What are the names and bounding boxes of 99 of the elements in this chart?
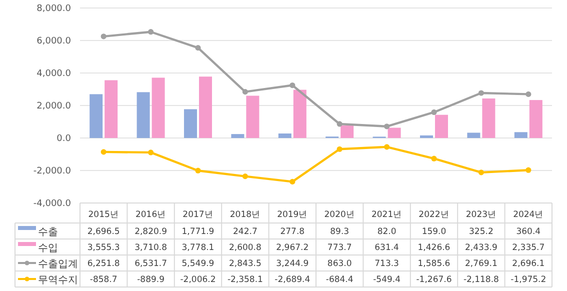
y-tick-label: 8,000.0 [36, 4, 72, 14]
bar [104, 80, 118, 138]
data-label: -889.9 [137, 275, 165, 285]
data-label: 2,843.5 [228, 259, 262, 269]
bar [90, 94, 103, 138]
data-label: 2,696.1 [512, 259, 545, 269]
point [336, 121, 342, 127]
bar [184, 109, 197, 138]
x-tick-label: 2015년 [88, 210, 119, 220]
bar [136, 92, 150, 138]
y-tick-label: 2,000.0 [36, 102, 72, 112]
data-label: 2,600.8 [228, 243, 262, 253]
data-label: -2,689.4 [274, 275, 310, 285]
bar [199, 76, 212, 138]
point [242, 174, 248, 180]
x-tick-label: 2017년 [182, 210, 214, 220]
x-tick-label: 2024년 [513, 210, 544, 220]
x-tick-label: 2016년 [135, 210, 166, 220]
x-tick-label: 2021년 [371, 210, 402, 220]
point [384, 124, 390, 130]
point [431, 156, 437, 162]
point [290, 82, 296, 88]
data-label: -1,975.2 [510, 275, 546, 285]
point [100, 34, 106, 40]
data-label: 863.0 [327, 259, 352, 269]
point [100, 149, 106, 155]
legend-label: 수입 [38, 243, 58, 254]
data-label: 2,696.5 [87, 227, 120, 237]
legend-label: 수출입계 [38, 259, 78, 270]
data-label: 3,710.8 [134, 243, 168, 253]
x-tick-label: 2022년 [418, 210, 450, 220]
data-label: 1,771.9 [182, 227, 214, 237]
point [148, 150, 154, 156]
y-tick-label: 4,000.0 [36, 69, 72, 79]
x-tick-label: 2023년 [466, 210, 497, 220]
data-label: 1,585.6 [418, 259, 450, 269]
data-label: -549.4 [373, 275, 401, 285]
bar [420, 135, 433, 138]
bar [529, 100, 542, 138]
point [478, 90, 484, 96]
data-label: 1,426.6 [418, 243, 450, 253]
y-tick-label: -2,000.0 [33, 166, 72, 176]
data-label: -2,118.8 [463, 275, 499, 285]
data-label: 159.0 [422, 227, 446, 237]
data-label: 3,555.3 [87, 243, 120, 253]
bar [388, 128, 401, 138]
point [195, 45, 201, 51]
data-label: 6,251.8 [87, 259, 120, 269]
data-label: 82.0 [377, 227, 396, 237]
point [478, 170, 484, 176]
point [431, 109, 437, 116]
legend-label: 무역수지 [38, 275, 78, 286]
x-tick-label: 2019년 [277, 210, 308, 220]
point [195, 168, 201, 174]
bar [231, 134, 244, 138]
data-label: 2,335.7 [512, 243, 545, 253]
bar [482, 98, 496, 138]
data-label: 277.8 [280, 227, 305, 237]
data-label: 2,967.2 [276, 243, 309, 253]
data-label: 773.7 [327, 243, 352, 253]
data-label: 713.3 [374, 259, 399, 269]
bar [152, 78, 165, 138]
data-label: -684.4 [326, 275, 354, 285]
y-tick-label: 6,000.0 [36, 36, 72, 46]
x-tick-label: 2020년 [324, 210, 355, 220]
point [242, 88, 248, 95]
bar [340, 125, 354, 138]
bar [435, 114, 448, 138]
point [526, 91, 532, 97]
bar [467, 132, 480, 138]
bar [293, 90, 306, 138]
point [526, 167, 532, 173]
data-label: -858.7 [90, 275, 118, 285]
data-label: 2,769.1 [464, 259, 498, 269]
data-label: 360.4 [516, 227, 541, 237]
data-label: 89.3 [330, 227, 350, 237]
bar [278, 133, 292, 138]
data-label: 6,531.7 [134, 259, 168, 269]
bar [514, 132, 528, 138]
data-label: 2,433.9 [464, 243, 498, 253]
data-label: 3,244.9 [276, 259, 309, 269]
point [290, 178, 296, 185]
point [148, 29, 154, 35]
data-label: 5,549.9 [182, 259, 214, 269]
legend-label: 수출 [38, 227, 58, 238]
data-label: 631.4 [374, 243, 399, 253]
data-label: 242.7 [233, 227, 258, 237]
data-label: 2,820.9 [134, 227, 168, 237]
data-label: 325.2 [469, 227, 494, 237]
y-tick-label: -4,000.0 [33, 199, 72, 209]
y-tick-label: 0.0 [56, 134, 72, 144]
data-label: -2,358.1 [227, 275, 263, 285]
x-tick-label: 2018년 [230, 210, 261, 220]
data-label: 3,778.1 [182, 243, 214, 253]
data-label: -1,267.6 [416, 275, 452, 285]
point [336, 146, 342, 152]
bar [246, 96, 260, 138]
point [384, 144, 390, 150]
data-label: -2,006.2 [180, 275, 216, 285]
